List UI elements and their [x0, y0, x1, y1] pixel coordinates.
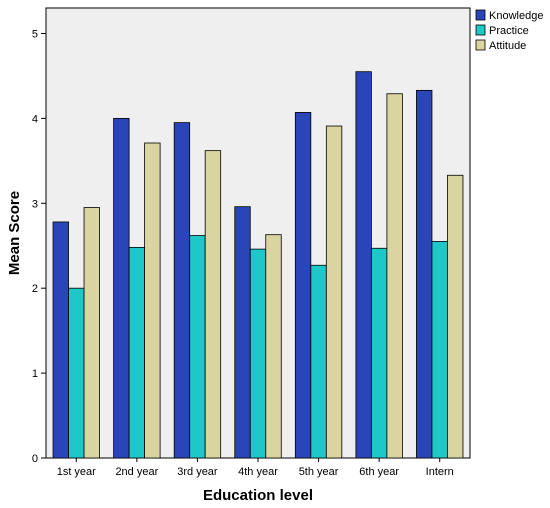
x-tick-label: 3rd year [177, 466, 218, 478]
bar-practice-3 [249, 248, 267, 459]
bars-group [52, 71, 464, 459]
bar-knowledge-1 [113, 117, 130, 459]
x-axis-title: Education level [203, 487, 313, 504]
legend: Knowledge Practice Attitude [475, 9, 543, 52]
bar-practice-6 [431, 241, 448, 459]
y-tick-label: 1 [32, 368, 38, 380]
bar-practice-2 [189, 235, 206, 459]
y-tick-label: 2 [32, 283, 38, 295]
y-tick-label: 5 [32, 28, 38, 40]
bar-attitude-1 [144, 142, 161, 459]
x-tick-label: Intern [426, 466, 454, 478]
y-axis-title: Mean Score [6, 191, 23, 275]
x-axis: 1st year 2nd year 3rd year 4th year 5th year… [57, 458, 454, 478]
legend-swatch-knowledge [475, 9, 486, 21]
bar-knowledge-2 [173, 122, 191, 459]
legend-label-attitude: Attitude [489, 40, 526, 52]
bar-knowledge-0 [52, 221, 69, 459]
legend-label-practice: Practice [489, 25, 529, 37]
legend-label-knowledge: Knowledge [489, 10, 543, 22]
bar-practice-1 [128, 247, 146, 459]
bar-attitude-3 [265, 234, 282, 459]
y-tick-label: 3 [32, 198, 38, 210]
bar-attitude-0 [83, 207, 100, 459]
bar-knowledge-6 [416, 89, 433, 459]
y-tick-label: 4 [32, 113, 38, 125]
x-tick-label: 1st year [57, 466, 96, 478]
bar-attitude-2 [204, 150, 222, 459]
bar-attitude-4 [325, 125, 343, 459]
x-tick-label: 5th year [299, 466, 339, 478]
bar-practice-0 [68, 287, 85, 459]
bar-attitude-5 [386, 93, 403, 459]
y-tick-label: 0 [32, 453, 38, 465]
bar-knowledge-3 [234, 206, 251, 459]
legend-swatch-attitude [475, 39, 486, 51]
bar-knowledge-5 [355, 71, 372, 459]
bar-practice-5 [370, 247, 388, 459]
bar-knowledge-4 [294, 112, 312, 459]
legend-swatch-practice [475, 24, 486, 36]
y-axis: 0 1 2 3 4 5 [32, 28, 46, 465]
x-tick-label: 4th year [238, 466, 278, 478]
x-tick-label: 2nd year [115, 466, 158, 478]
bar-attitude-6 [447, 174, 464, 459]
bar-practice-4 [310, 264, 327, 459]
x-tick-label: 6th year [359, 466, 399, 478]
